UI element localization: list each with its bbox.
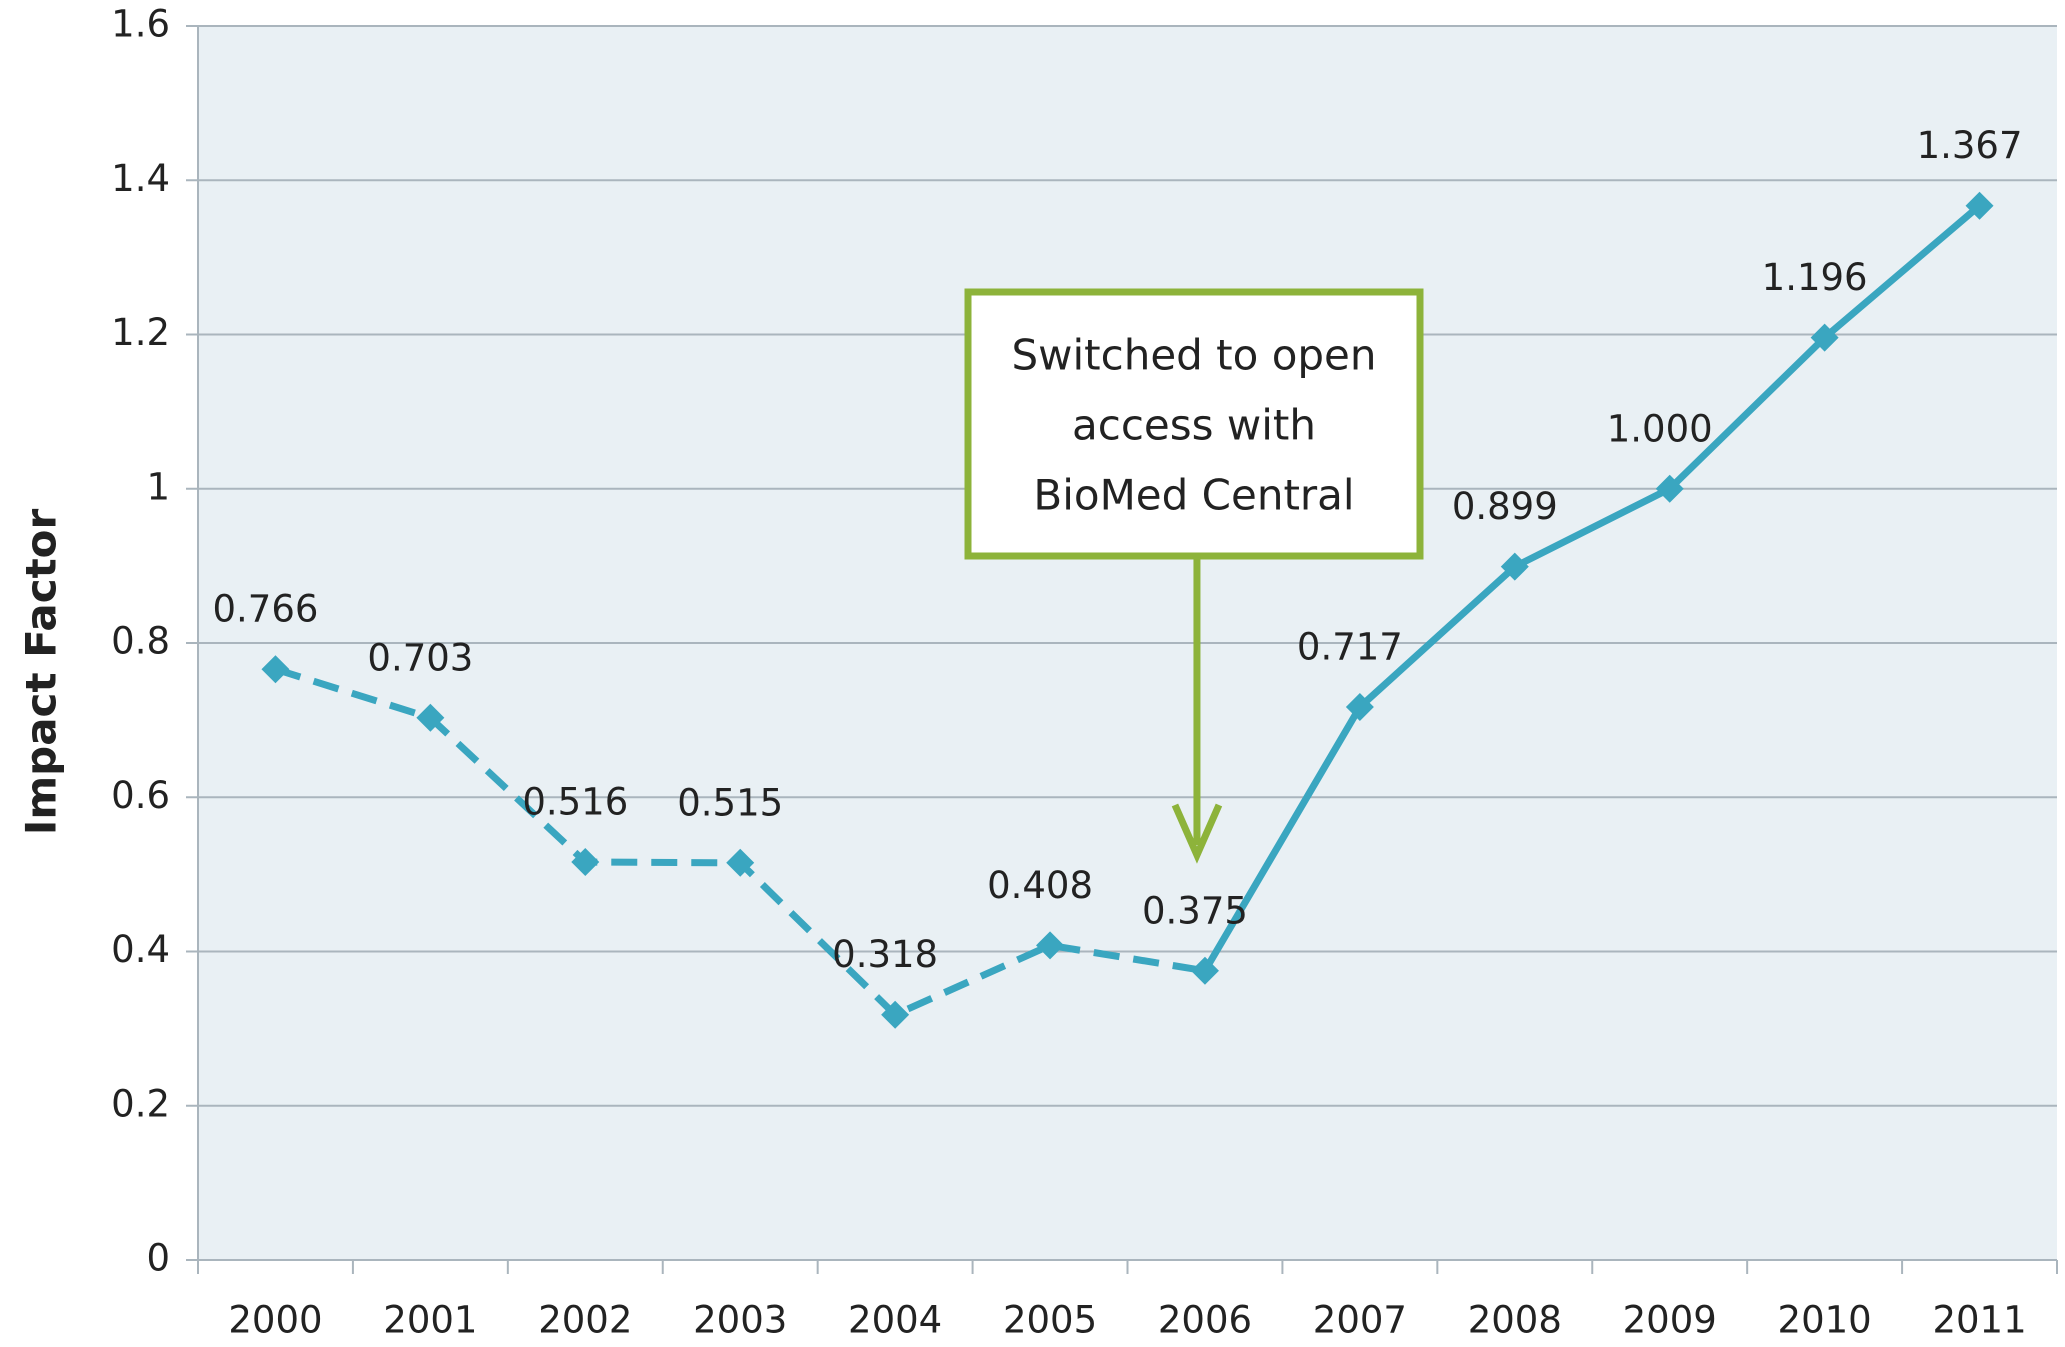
annotation-arrowhead xyxy=(1171,803,1223,864)
marker xyxy=(416,703,445,732)
data-label: 1.367 xyxy=(1917,124,2023,167)
y-tick-label: 1.4 xyxy=(111,157,170,200)
x-tick-label: 2004 xyxy=(848,1299,942,1342)
marker xyxy=(881,1000,910,1029)
marker xyxy=(1655,474,1684,503)
data-label: 0.408 xyxy=(987,864,1093,907)
marker xyxy=(1965,191,1994,220)
annotation-box xyxy=(964,288,1424,560)
marker xyxy=(1810,323,1839,352)
data-label: 0.766 xyxy=(212,588,318,631)
marker xyxy=(1190,956,1219,985)
data-label: 0.318 xyxy=(832,933,938,976)
data-label: 0.717 xyxy=(1297,626,1403,669)
x-tick-label: 2003 xyxy=(693,1299,787,1342)
annotation-text: access with xyxy=(1072,401,1316,450)
x-tick-label: 2009 xyxy=(1623,1299,1717,1342)
x-tick-label: 2007 xyxy=(1313,1299,1407,1342)
x-tick-label: 2005 xyxy=(1003,1299,1097,1342)
x-tick-label: 2006 xyxy=(1158,1299,1252,1342)
annotation-text: Switched to open xyxy=(1011,331,1376,380)
data-label: 0.703 xyxy=(367,636,473,679)
y-tick-label: 0.6 xyxy=(111,774,170,817)
marker xyxy=(261,655,290,684)
marker xyxy=(1500,552,1529,581)
marker xyxy=(571,848,600,877)
x-tick-label: 2001 xyxy=(383,1299,477,1342)
data-label: 0.899 xyxy=(1452,485,1558,528)
x-tick-label: 2000 xyxy=(228,1299,322,1342)
y-tick-label: 1 xyxy=(146,465,170,508)
data-label: 1.000 xyxy=(1607,407,1713,450)
marker xyxy=(1345,693,1374,722)
marker xyxy=(726,848,755,877)
data-label: 0.375 xyxy=(1142,889,1248,932)
x-tick-label: 2010 xyxy=(1778,1299,1872,1342)
annotation-text: BioMed Central xyxy=(1033,471,1354,520)
y-tick-label: 1.6 xyxy=(111,3,170,46)
y-tick-label: 0.4 xyxy=(111,928,170,971)
y-tick-label: 0.2 xyxy=(111,1082,170,1125)
solid-line xyxy=(1201,203,1982,973)
x-tick-label: 2011 xyxy=(1932,1299,2026,1342)
x-tick-label: 2008 xyxy=(1468,1299,1562,1342)
marker xyxy=(1036,931,1065,960)
y-tick-label: 1.2 xyxy=(111,311,170,354)
data-label: 0.515 xyxy=(677,781,783,824)
data-label: 1.196 xyxy=(1762,256,1868,299)
y-tick-label: 0 xyxy=(146,1237,170,1280)
y-axis-label: Impact Factor xyxy=(17,508,66,835)
data-label: 0.516 xyxy=(522,781,628,824)
x-tick-label: 2002 xyxy=(538,1299,632,1342)
y-tick-label: 0.8 xyxy=(111,620,170,663)
